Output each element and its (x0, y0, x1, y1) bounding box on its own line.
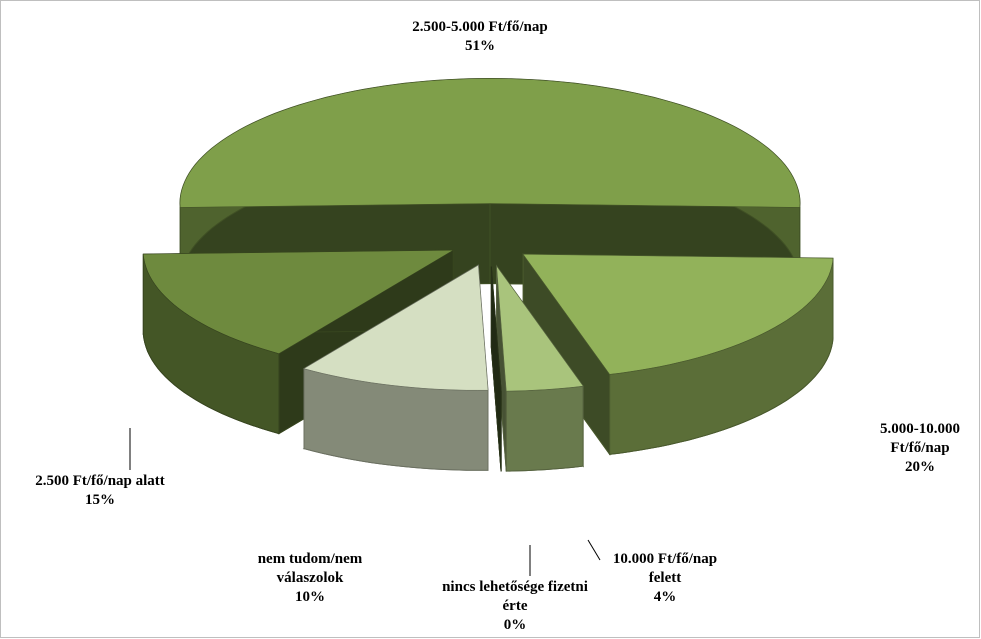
category-label: 2.500 Ft/fő/nap alatt (35, 473, 165, 489)
category-label: nem tudom/nem válaszolok (257, 551, 363, 586)
slice-label: 2.500-5.000 Ft/fő/nap 51% (410, 18, 550, 56)
category-label: 10.000 Ft/fő/nap felett (612, 551, 718, 586)
slices (142, 77, 834, 472)
slice-label: nem tudom/nem válaszolok 10% (235, 550, 385, 607)
slice (522, 252, 834, 456)
slice-top (303, 264, 489, 391)
category-label: nincs lehetősége fizetni érte (442, 579, 588, 614)
slice-top (179, 78, 801, 208)
leader-line (587, 539, 601, 561)
slice-side (505, 385, 584, 472)
value-label: 51% (465, 38, 495, 54)
slice-top (522, 254, 834, 375)
value-label: 0% (503, 617, 527, 633)
slice-label: 2.500 Ft/fő/nap alatt 15% (0, 472, 205, 510)
category-label: 5.000-10.000 Ft/fő/nap (880, 421, 960, 456)
value-label: 15% (85, 492, 115, 508)
slice-top (496, 265, 584, 392)
slice (490, 266, 502, 472)
value-label: 20% (905, 459, 935, 475)
slice-label: nincs lehetősége fizetni érte 0% (435, 578, 595, 635)
category-label: 2.500-5.000 Ft/fő/nap (412, 19, 548, 35)
slice (495, 264, 585, 472)
slice (302, 264, 489, 471)
value-label: 10% (295, 589, 325, 605)
slice-top (143, 249, 455, 354)
slice-top (491, 266, 502, 392)
slice-label: 10.000 Ft/fő/nap felett 4% (600, 550, 730, 607)
slice-label: 5.000-10.000 Ft/fő/nap 20% (855, 420, 981, 477)
value-label: 4% (653, 589, 677, 605)
